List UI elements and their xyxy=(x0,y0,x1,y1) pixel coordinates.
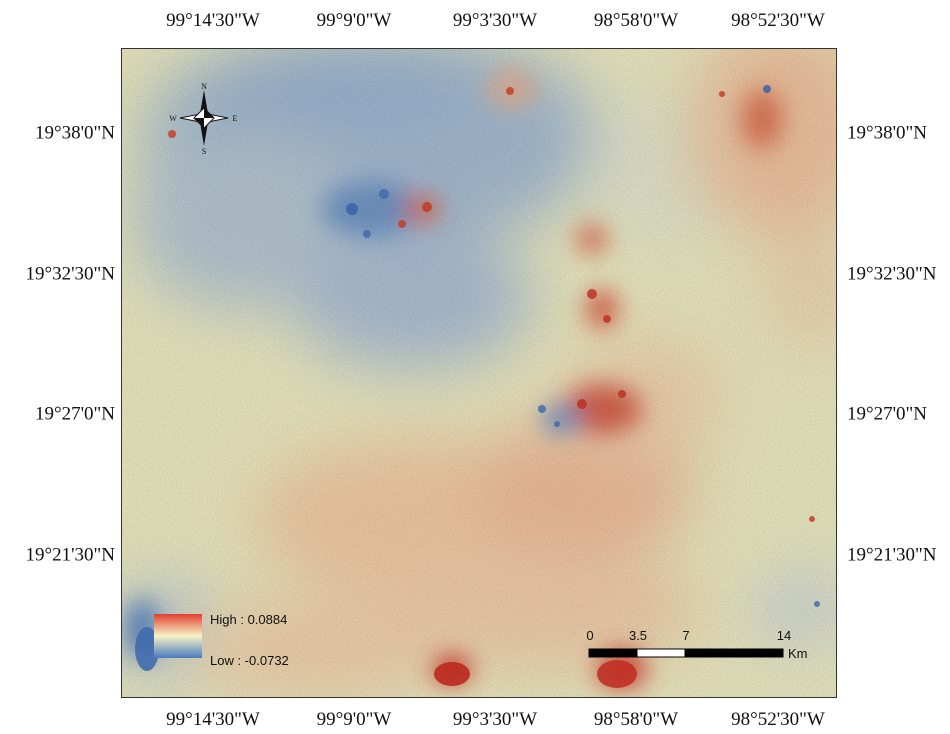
bottom-lon-label-2: 99°9'0"W xyxy=(316,709,392,730)
bottom-lon-label-3: 99°3'30"W xyxy=(452,709,538,730)
scale-bar xyxy=(588,648,784,658)
left-lat-label-3: 19°27'0"N xyxy=(35,403,115,425)
right-lat-label-1: 19°38'0"N xyxy=(847,122,927,144)
right-lat-label-2: 19°32'30"N xyxy=(847,263,937,285)
scale-tick-7: 7 xyxy=(682,628,690,643)
left-lat-label-2: 19°32'30"N xyxy=(25,263,116,285)
legend-low-label: Low : -0.0732 xyxy=(210,653,289,668)
right-lat-label-3: 19°27'0"N xyxy=(847,403,927,425)
compass-w: W xyxy=(169,114,177,123)
left-lat-label-1: 19°38'0"N xyxy=(35,122,115,144)
bottom-lon-label-4: 98°58'0"W xyxy=(593,709,679,730)
legend-high-label: High : 0.0884 xyxy=(210,612,288,627)
top-lon-label-3: 99°3'30"W xyxy=(452,10,538,31)
scale-unit: Km xyxy=(788,646,808,661)
top-lon-label-4: 98°58'0"W xyxy=(593,10,679,31)
compass-n: N xyxy=(201,82,207,91)
compass-s: S xyxy=(202,147,206,154)
right-lat-label-4: 19°21'30"N xyxy=(847,544,937,566)
top-lon-label-1: 99°14'30"W xyxy=(166,10,260,31)
legend-color-ramp xyxy=(154,614,202,658)
north-arrow-icon: N S E W xyxy=(169,82,238,154)
top-lon-label-2: 99°9'0"W xyxy=(316,10,392,31)
map-frame: N S E W xyxy=(121,48,837,698)
bottom-lon-label-5: 98°52'30"W xyxy=(731,709,825,730)
top-lon-label-5: 98°52'30"W xyxy=(731,10,825,31)
scale-tick-14: 14 xyxy=(776,628,792,643)
compass-e: E xyxy=(233,114,238,123)
scale-tick-3-5: 3.5 xyxy=(628,628,648,643)
left-lat-label-4: 19°21'30"N xyxy=(25,544,116,566)
bottom-lon-label-1: 99°14'30"W xyxy=(166,709,260,730)
scale-tick-0: 0 xyxy=(586,628,594,643)
raster-map xyxy=(122,49,836,697)
